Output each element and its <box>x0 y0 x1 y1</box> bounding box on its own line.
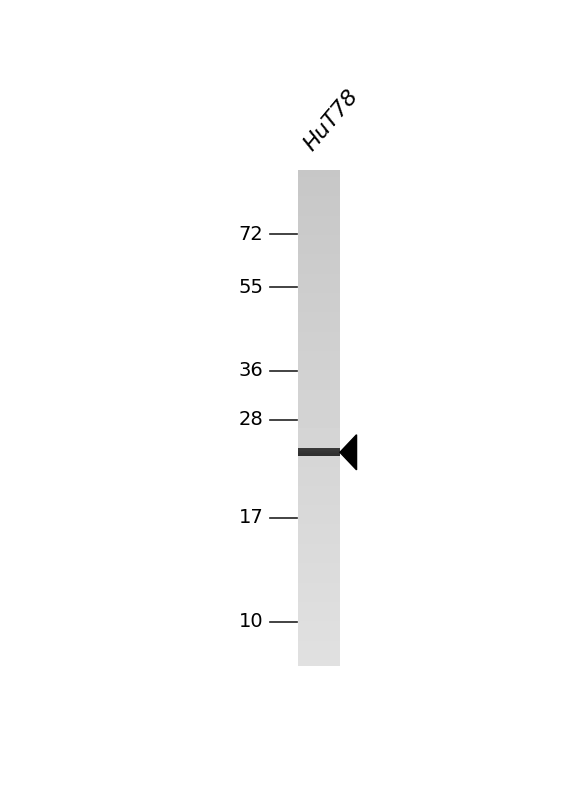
Text: 72: 72 <box>238 225 263 244</box>
Text: 10: 10 <box>238 613 263 631</box>
Text: 55: 55 <box>238 278 263 297</box>
Text: 36: 36 <box>238 361 263 380</box>
Polygon shape <box>340 434 357 470</box>
Text: HuT78: HuT78 <box>301 86 363 154</box>
Text: 28: 28 <box>238 410 263 430</box>
Text: 17: 17 <box>238 508 263 527</box>
